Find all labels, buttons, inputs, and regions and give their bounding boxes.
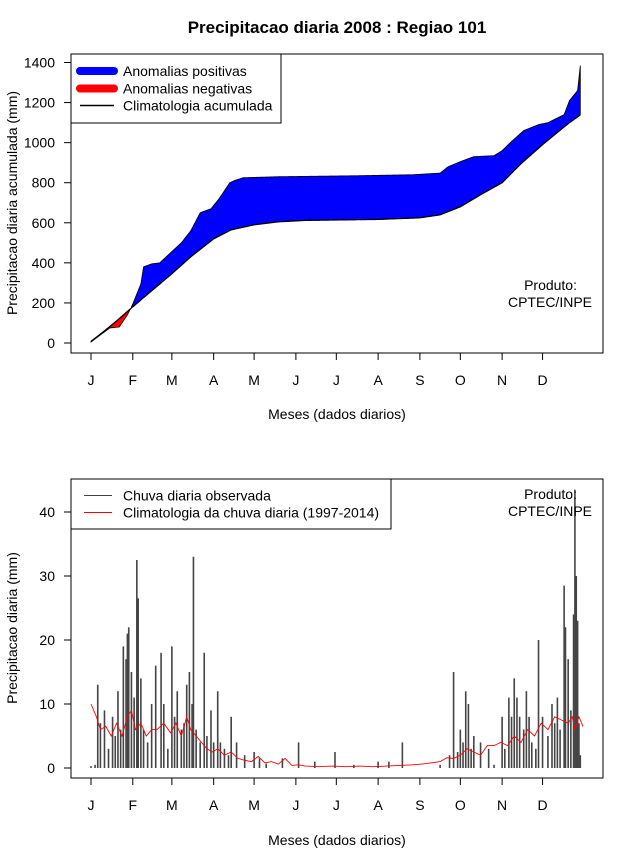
legend-label-negative: Anomalias negativas [123, 81, 252, 97]
bottom-panel: J F M A M J J A S O N D 0 10 20 30 40 Meses (dados diar… [4, 478, 604, 848]
x-tick-label: O [455, 797, 466, 813]
x-tick-label: M [166, 372, 178, 388]
x-tick-label: F [129, 797, 138, 813]
x-tick-label: M [248, 797, 260, 813]
y-tick-label: 40 [39, 504, 55, 520]
y-tick-label: 0 [47, 335, 55, 351]
top-panel: J F M A M J J A S O N D 0 200 400 600 800 1000 1200 1400 M… [4, 53, 604, 422]
legend-label-climatology: Climatologia acumulada [123, 98, 273, 114]
x-tick-label: J [333, 372, 340, 388]
bottom-annotation-line1: Produto: [524, 486, 577, 502]
top-annotation-line1: Produto: [524, 277, 577, 293]
y-tick-label: 30 [39, 568, 55, 584]
x-tick-label: S [415, 372, 424, 388]
x-tick-label: S [415, 797, 424, 813]
x-tick-label: D [537, 372, 547, 388]
y-tick-label: 1400 [24, 55, 55, 71]
top-y-axis: 0 200 400 600 800 1000 1200 1400 [24, 55, 71, 351]
y-tick-label: 600 [32, 215, 56, 231]
x-tick-label: M [166, 797, 178, 813]
x-tick-label: D [537, 797, 547, 813]
top-plot-area [90, 65, 581, 343]
top-annotation-line2: CPTEC/INPE [508, 294, 592, 310]
x-tick-label: A [209, 797, 219, 813]
bottom-y-axis-label: Precipitacao diaria (mm) [4, 552, 20, 704]
y-tick-label: 200 [32, 295, 56, 311]
bottom-annotation-line2: CPTEC/INPE [508, 503, 592, 519]
y-tick-label: 10 [39, 696, 55, 712]
x-tick-label: F [129, 372, 138, 388]
top-y-axis-label: Precipitacao diaria acumulada (mm) [4, 91, 20, 315]
x-tick-label: J [292, 797, 299, 813]
x-tick-label: A [373, 797, 383, 813]
x-tick-label: A [373, 372, 383, 388]
bottom-y-axis: 0 10 20 30 40 [39, 504, 71, 776]
chart-title: Precipitacao diaria 2008 : Regiao 101 [188, 18, 487, 37]
climatology-cumulative-line [90, 114, 581, 342]
x-tick-label: J [88, 372, 95, 388]
x-tick-label: A [209, 372, 219, 388]
daily-climatology-line [90, 703, 584, 768]
y-tick-label: 0 [47, 760, 55, 776]
x-tick-label: N [497, 372, 507, 388]
bottom-x-axis-label: Meses (dados diarios) [268, 832, 406, 848]
legend-label-climatology-daily: Climatologia da chuva diaria (1997-2014) [123, 505, 379, 521]
bottom-legend: Chuva diaria observada Climatologia da c… [70, 478, 392, 530]
x-tick-label: J [333, 797, 340, 813]
legend-label-observed: Chuva diaria observada [123, 488, 271, 504]
legend-label-positive: Anomalias positivas [123, 63, 247, 79]
y-tick-label: 400 [32, 255, 56, 271]
y-tick-label: 800 [32, 175, 56, 191]
x-tick-label: J [292, 372, 299, 388]
y-tick-label: 1000 [24, 135, 55, 151]
top-plot-frame [70, 53, 604, 354]
y-tick-label: 1200 [24, 95, 55, 111]
x-tick-label: O [455, 372, 466, 388]
bottom-plot-area [90, 489, 584, 768]
top-legend: Anomalias positivas Anomalias negativas … [70, 53, 282, 124]
top-x-axis-label: Meses (dados diarios) [268, 406, 406, 422]
bottom-legend-box [70, 478, 392, 530]
x-tick-label: N [497, 797, 507, 813]
x-tick-label: J [88, 797, 95, 813]
x-tick-label: M [248, 372, 260, 388]
y-tick-label: 20 [39, 632, 55, 648]
